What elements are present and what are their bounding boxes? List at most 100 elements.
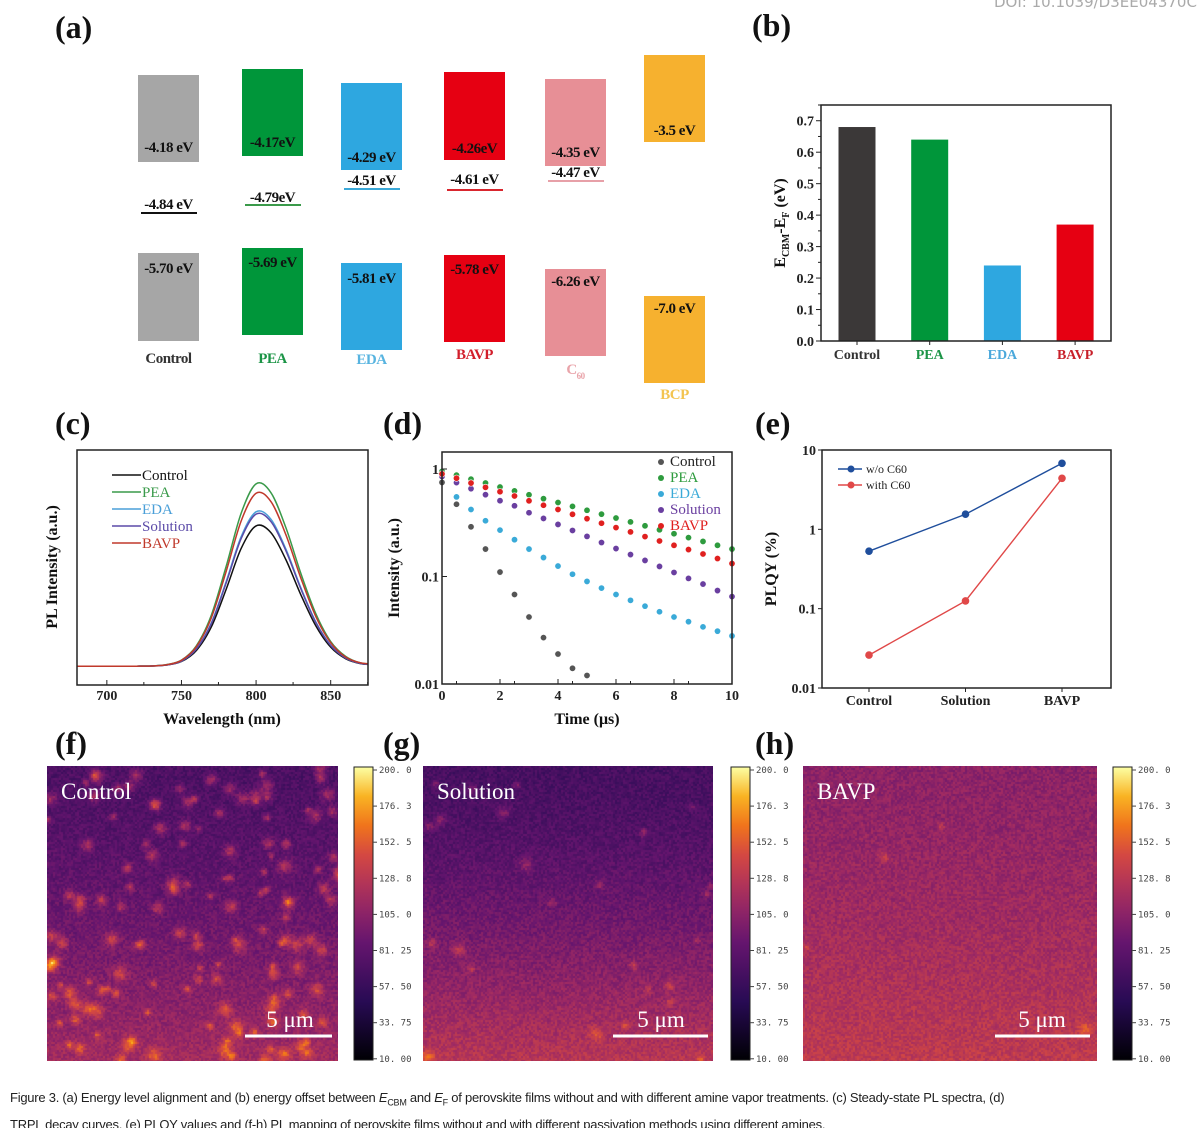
colorbar-tick-label: 152. 5	[756, 838, 789, 848]
x-tick-label: PEA	[916, 348, 945, 363]
data-point-bavp	[583, 515, 591, 523]
legend-marker	[658, 491, 664, 497]
material-name-text: C	[566, 362, 576, 378]
data-point-bavp	[612, 524, 620, 532]
data-point-control	[467, 523, 475, 531]
x-tick-label: 2	[497, 689, 504, 704]
data-point-eda	[670, 613, 678, 621]
data-point-bavp	[713, 555, 721, 563]
material-name: BCP	[660, 387, 689, 403]
data-point-control	[583, 671, 591, 679]
scale-bar-label: 5 μm	[637, 1007, 685, 1032]
fermi-level-value: -4.51 eV	[347, 173, 396, 189]
colorbar-tick-label: 152. 5	[379, 838, 412, 848]
data-point-solution	[525, 509, 533, 517]
data-point-control	[496, 568, 504, 576]
pl-map-solution	[423, 766, 713, 1061]
legend-label: w/o C60	[866, 462, 907, 476]
caption-e-f: E	[434, 1090, 443, 1105]
data-point-control	[510, 591, 518, 599]
ylabel-sub: F	[781, 212, 792, 218]
data-point	[865, 651, 873, 659]
cbm-value: -4.35 eV	[551, 145, 600, 161]
data-point-bavp	[496, 488, 504, 496]
vbm-value: -7.0 eV	[654, 301, 696, 317]
data-point-solution	[568, 526, 576, 534]
caption-sub-f: F	[442, 1097, 449, 1108]
data-point-pea	[713, 541, 721, 549]
data-point-solution	[699, 580, 707, 588]
data-point-solution	[597, 539, 605, 547]
legend-label: Solution	[142, 519, 193, 535]
cbm-value: -3.5 eV	[654, 123, 696, 139]
legend-label: PEA	[670, 470, 699, 486]
data-point-control	[539, 634, 547, 642]
y-tick-label: 0.5	[797, 178, 815, 193]
data-point	[865, 547, 873, 556]
doi-text: DOI: 10.1039/D3EE04370C	[994, 0, 1197, 11]
pl-map-panel-bavp: BAVP 5 μm 200. 0 176. 3 152. 5 128. 8 105. 0 81…	[817, 766, 1171, 1065]
y-tick-label: 0.4	[797, 209, 815, 224]
data-point-solution	[655, 562, 663, 570]
data-point-bavp	[452, 474, 460, 482]
colorbar-tick-label: 176. 3	[756, 802, 789, 812]
data-point-pea	[612, 514, 620, 522]
fermi-level-value: -4.47 eV	[551, 165, 600, 181]
material-control: -4.18 eV -5.70 eV -4.84 eV Control	[138, 75, 199, 367]
y-tick-label: 0.2	[797, 272, 815, 287]
x-tick-label: 0	[439, 689, 446, 704]
legend-marker	[847, 481, 855, 489]
data-point-control	[525, 613, 533, 621]
legend-marker	[658, 523, 664, 529]
vbm-value: -5.78 eV	[450, 262, 499, 278]
series-line	[868, 477, 1063, 656]
data-point-eda	[612, 591, 620, 599]
legend-label: BAVP	[142, 536, 180, 552]
cbm-box	[341, 83, 402, 170]
data-point-solution	[539, 514, 547, 522]
caption-sub-cbm: CBM	[387, 1097, 407, 1108]
data-point-eda	[655, 608, 663, 616]
cbm-box	[644, 55, 705, 142]
colorbar-tick-label: 200. 0	[379, 766, 412, 776]
material-pea: -4.17eV -5.69 eV -4.79eV PEA	[242, 69, 303, 367]
legend-marker	[658, 459, 664, 465]
data-point-solution	[496, 497, 504, 505]
fermi-level-value: -4.84 eV	[144, 197, 193, 213]
colorbar-tick-label: 176. 3	[379, 802, 412, 812]
data-point-bavp	[568, 510, 576, 518]
colorbar	[730, 766, 751, 1061]
data-point-eda	[713, 627, 721, 635]
data-point-control	[481, 545, 489, 553]
vbm-box	[138, 253, 199, 341]
vbm-value: -5.81 eV	[347, 271, 396, 287]
y-tick-label: 0.0	[797, 335, 815, 350]
material-name: EDA	[356, 352, 387, 368]
data-point-solution	[641, 556, 649, 564]
cbm-box	[242, 69, 303, 156]
colorbar	[1112, 766, 1133, 1061]
x-tick-label: 800	[246, 689, 267, 704]
legend-marker	[847, 465, 855, 473]
vbm-box	[545, 269, 606, 356]
colorbar-tick-label: 33. 75	[1138, 1019, 1171, 1029]
y-tick-label: 1	[809, 523, 816, 538]
colorbar-tick-label: 200. 0	[1138, 766, 1171, 776]
cbm-value: -4.18 eV	[144, 140, 193, 156]
data-point-bavp	[597, 519, 605, 527]
material-name-subscript: 60	[577, 371, 586, 381]
colorbar-tick-label: 128. 8	[1138, 874, 1171, 884]
data-point-pea	[641, 522, 649, 530]
y-tick-label: 0.01	[415, 678, 440, 693]
material-c: -4.35 eV -6.26 eV -4.47 eV C60	[545, 79, 606, 381]
y-tick-label: 0.1	[799, 603, 817, 618]
x-tick-label: 6	[613, 689, 620, 704]
y-tick-label: 0.1	[797, 304, 815, 319]
x-tick-label: 850	[320, 689, 341, 704]
data-point-eda	[510, 536, 518, 544]
y-tick-label: 10	[802, 444, 816, 459]
data-point-eda	[568, 570, 576, 578]
x-tick-label: BAVP	[1057, 348, 1094, 363]
series-line-bavp	[77, 491, 368, 667]
